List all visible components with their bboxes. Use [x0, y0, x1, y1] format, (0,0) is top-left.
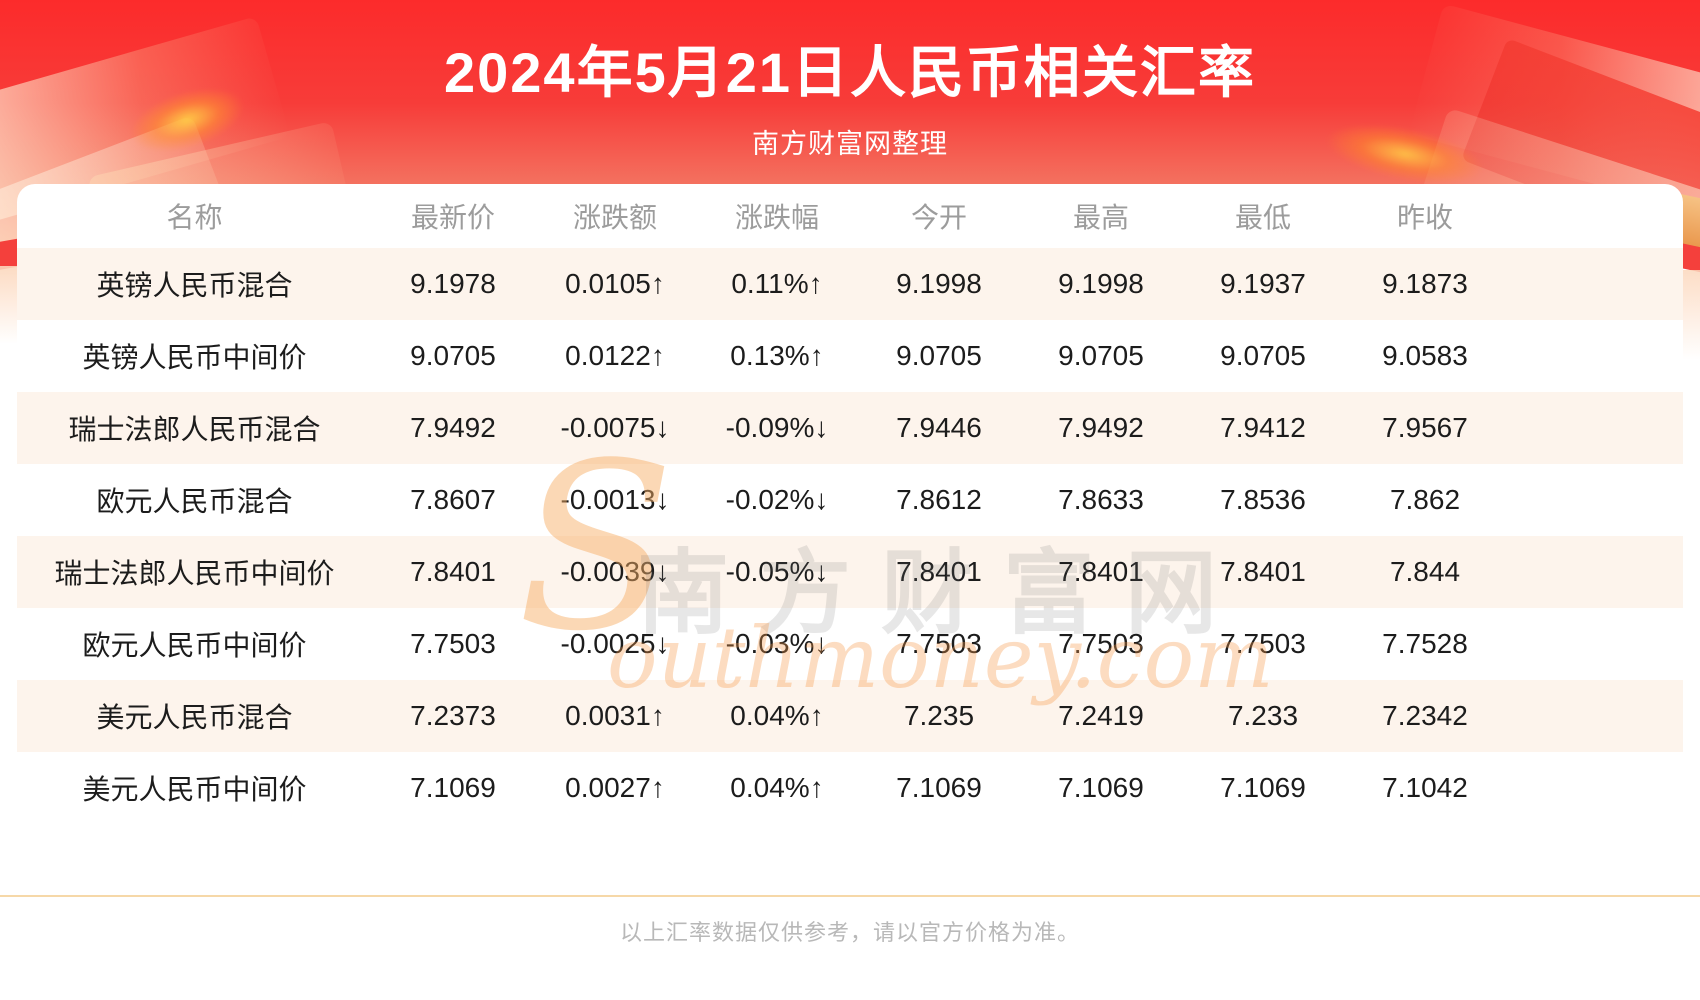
cell-change: -0.0039↓: [560, 556, 670, 587]
page-subtitle: 南方财富网整理: [752, 129, 948, 159]
cell-name: 英镑人民币混合: [96, 270, 293, 301]
cell-prev-close: 9.0583: [1382, 340, 1468, 371]
cell-last: 7.2373: [410, 700, 496, 731]
cell-last: 7.9492: [410, 412, 496, 443]
col-header-spacer: [1506, 184, 1683, 248]
cell-open: 7.8612: [896, 484, 982, 515]
cell-change: 0.0122↑: [565, 340, 665, 371]
cell-change: 0.0027↑: [565, 772, 665, 803]
cell-name: 瑞士法郎人民币中间价: [54, 558, 335, 589]
col-header-4: 今开: [910, 202, 967, 233]
table-row: 美元人民币混合 7.2373 0.0031↑ 0.04%↑ 7.235 7.2419 7.2…: [17, 680, 1683, 752]
cell-name: 美元人民币混合: [96, 702, 293, 733]
cell-prev-close: 7.862: [1389, 484, 1461, 515]
cell-spacer: [1506, 680, 1683, 752]
cell-spacer: [1506, 320, 1683, 392]
cell-open: 7.235: [903, 700, 975, 731]
table-row: 欧元人民币混合 7.8607 -0.0013↓ -0.02%↓ 7.8612 7.8633…: [17, 464, 1683, 536]
cell-change-pct: -0.09%↓: [725, 412, 829, 443]
cell-change: -0.0013↓: [560, 484, 670, 515]
cell-high: 7.8401: [1058, 556, 1144, 587]
cell-open: 9.1998: [896, 268, 982, 299]
cell-low: 7.8536: [1220, 484, 1306, 515]
rates-card: 名称 最新价 涨跌额 涨跌幅 今开 最高 最低 昨收 英镑人民币混合 9.1978 0.0105↑…: [17, 184, 1683, 824]
col-header-6: 最低: [1234, 202, 1291, 233]
col-header-7: 昨收: [1396, 202, 1453, 233]
cell-change-pct: 0.13%↑: [730, 340, 824, 371]
col-header-5: 最高: [1072, 202, 1129, 233]
cell-change-pct: -0.03%↓: [725, 628, 829, 659]
footer-divider: [0, 895, 1700, 897]
cell-last: 9.0705: [410, 340, 496, 371]
cell-low: 7.7503: [1220, 628, 1306, 659]
cell-low: 9.0705: [1220, 340, 1306, 371]
page-title: 2024年5月21日人民币相关汇率: [443, 41, 1256, 104]
col-header-1: 最新价: [410, 202, 495, 233]
cell-last: 7.1069: [410, 772, 496, 803]
cell-change: 0.0105↑: [565, 268, 665, 299]
cell-high: 7.7503: [1058, 628, 1144, 659]
cell-low: 7.9412: [1220, 412, 1306, 443]
cell-high: 9.0705: [1058, 340, 1144, 371]
cell-high: 9.1998: [1058, 268, 1144, 299]
table-header-row: 名称 最新价 涨跌额 涨跌幅 今开 最高 最低 昨收: [17, 184, 1683, 248]
cell-prev-close: 7.7528: [1382, 628, 1468, 659]
cell-open: 7.7503: [896, 628, 982, 659]
decoration-edge-fade-right: [1680, 270, 1700, 360]
cell-change: -0.0025↓: [560, 628, 670, 659]
cell-spacer: [1506, 248, 1683, 320]
cell-high: 7.9492: [1058, 412, 1144, 443]
cell-low: 9.1937: [1220, 268, 1306, 299]
cell-last: 7.8607: [410, 484, 496, 515]
cell-change: 0.0031↑: [565, 700, 665, 731]
col-header-0: 名称: [166, 202, 223, 233]
cell-name: 美元人民币中间价: [82, 774, 307, 805]
cell-change-pct: -0.05%↓: [725, 556, 829, 587]
cell-prev-close: 7.1042: [1382, 772, 1468, 803]
cell-last: 7.8401: [410, 556, 496, 587]
cell-change-pct: 0.04%↑: [730, 700, 824, 731]
footer-note: 以上汇率数据仅供参考，请以官方价格为准。: [619, 920, 1080, 945]
cell-low: 7.1069: [1220, 772, 1306, 803]
cell-low: 7.233: [1227, 700, 1299, 731]
cell-high: 7.8633: [1058, 484, 1144, 515]
cell-name: 欧元人民币中间价: [82, 630, 307, 661]
cell-spacer: [1506, 608, 1683, 680]
cell-open: 9.0705: [896, 340, 982, 371]
cell-prev-close: 7.2342: [1382, 700, 1468, 731]
cell-change-pct: 0.11%↑: [731, 268, 823, 299]
cell-open: 7.1069: [896, 772, 982, 803]
cell-prev-close: 9.1873: [1382, 268, 1468, 299]
cell-change-pct: 0.04%↑: [730, 772, 824, 803]
col-header-2: 涨跌额: [572, 202, 657, 233]
cell-spacer: [1506, 752, 1683, 824]
cell-name: 瑞士法郎人民币混合: [68, 414, 321, 445]
cell-spacer: [1506, 392, 1683, 464]
cell-change-pct: -0.02%↓: [725, 484, 829, 515]
cell-high: 7.2419: [1058, 700, 1144, 731]
table-row: 瑞士法郎人民币混合 7.9492 -0.0075↓ -0.09%↓ 7.9446 7.94…: [17, 392, 1683, 464]
cell-name: 英镑人民币中间价: [82, 342, 307, 373]
cell-open: 7.9446: [896, 412, 982, 443]
cell-last: 9.1978: [410, 268, 496, 299]
cell-spacer: [1506, 536, 1683, 608]
cell-high: 7.1069: [1058, 772, 1144, 803]
cell-change: -0.0075↓: [560, 412, 670, 443]
rates-table: 名称 最新价 涨跌额 涨跌幅 今开 最高 最低 昨收 英镑人民币混合 9.1978 0.0105↑…: [17, 184, 1683, 824]
cell-low: 7.8401: [1220, 556, 1306, 587]
table-row: 美元人民币中间价 7.1069 0.0027↑ 0.04%↑ 7.1069 7.1069 7…: [17, 752, 1683, 824]
cell-prev-close: 7.844: [1389, 556, 1461, 587]
cell-name: 欧元人民币混合: [96, 486, 293, 517]
col-header-3: 涨跌幅: [734, 202, 819, 233]
cell-open: 7.8401: [896, 556, 982, 587]
table-row: 欧元人民币中间价 7.7503 -0.0025↓ -0.03%↓ 7.7503 7.750…: [17, 608, 1683, 680]
table-row: 英镑人民币中间价 9.0705 0.0122↑ 0.13%↑ 9.0705 9.0705 9…: [17, 320, 1683, 392]
cell-prev-close: 7.9567: [1382, 412, 1468, 443]
table-row: 瑞士法郎人民币中间价 7.8401 -0.0039↓ -0.05%↓ 7.8401 7.8…: [17, 536, 1683, 608]
cell-spacer: [1506, 464, 1683, 536]
table-row: 英镑人民币混合 9.1978 0.0105↑ 0.11%↑ 9.1998 9.1998 9.…: [17, 248, 1683, 320]
cell-last: 7.7503: [410, 628, 496, 659]
